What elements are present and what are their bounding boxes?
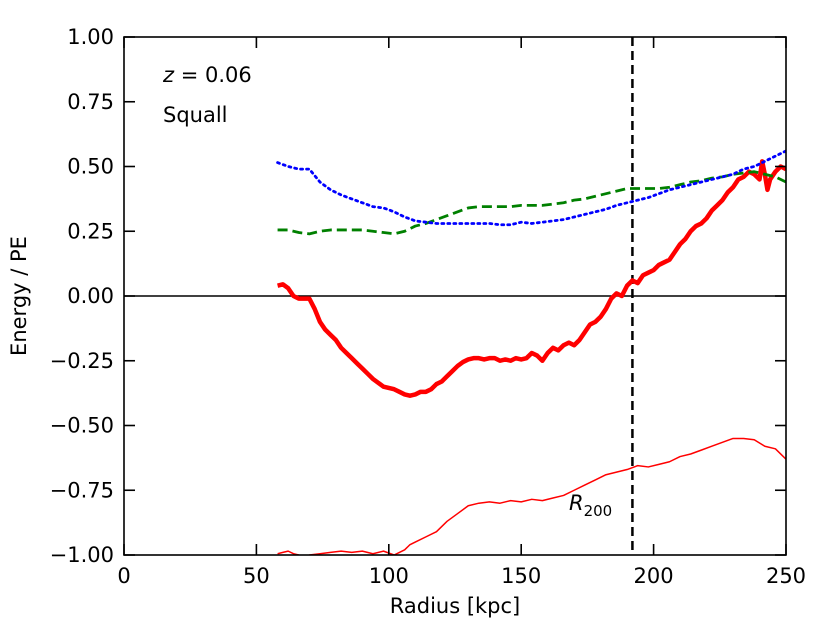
x-tick-label: 50 [243,564,270,588]
y-tick-label: 0.75 [67,90,114,114]
x-tick-label: 100 [369,564,409,588]
y-tick-label: 1.00 [67,25,114,49]
y-tick-label: −0.25 [50,349,114,373]
y-tick-label: −1.00 [50,543,114,567]
axes-layer: 0 50 100 150 200 250 −1.00 −0.75 −0.50 −0.25 0.00 0… [50,25,806,588]
y-tick-label: −0.50 [50,414,114,438]
r200-label-symbol: R [569,491,584,515]
x-tick-label: 250 [766,564,806,588]
x-tick-label: 150 [501,564,541,588]
annotation-redshift: z = 0.06 [162,63,252,87]
series-line-thin-red [277,437,786,555]
x-tick-label: 0 [117,564,130,588]
annotation-redshift-variable: z [162,63,175,87]
x-tick-label: 200 [634,564,674,588]
series-layer [124,37,786,555]
series-line-blue-dotted [276,149,786,227]
y-tick-label: 0.25 [67,219,114,243]
series-line-green-dashed [277,170,786,236]
y-axis-title: Energy / PE [7,236,31,356]
svg-text:z = 0.06: z = 0.06 [162,63,252,87]
y-tick-label: −0.75 [50,478,114,502]
y-tick-label: 0.00 [67,284,114,308]
svg-text:R200: R200 [569,491,612,520]
r200-label-subscript: 200 [584,502,613,520]
annotation-redshift-value: = 0.06 [174,63,252,87]
series-line-thick-red [277,159,786,398]
x-axis-title: Radius [kpc] [390,594,521,618]
annotation-simulation-name: Squall [163,103,228,127]
r200-label: R200 [569,491,612,520]
y-tick-label: 0.50 [67,155,114,179]
